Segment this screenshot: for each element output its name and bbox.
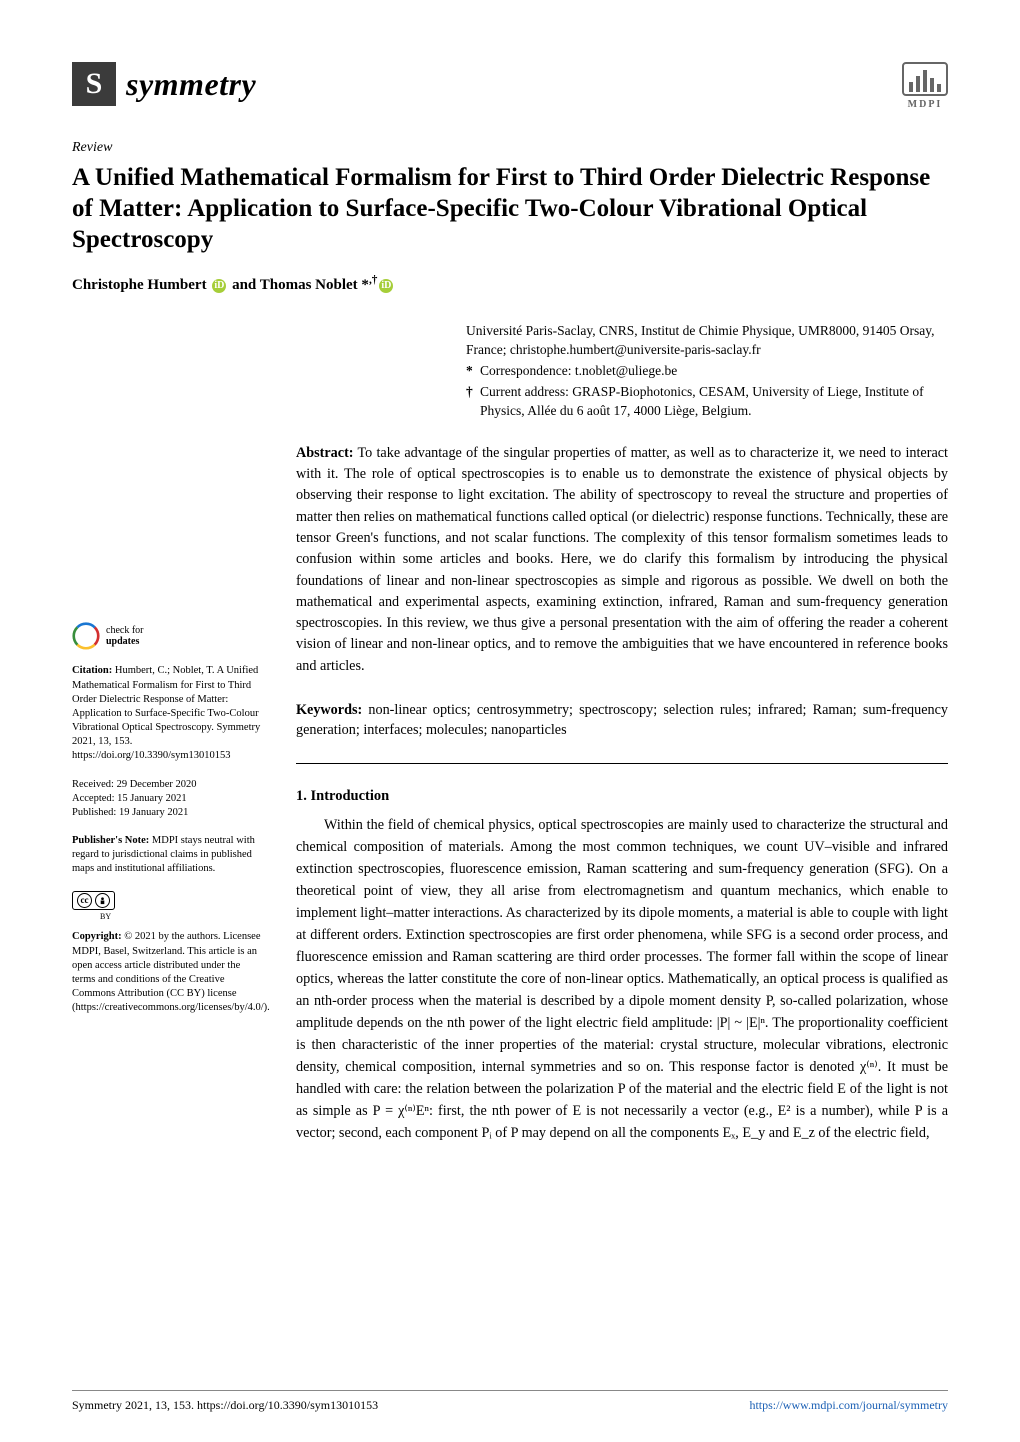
copyright-text: © 2021 by the authors. Licensee MDPI, Ba… — [72, 931, 270, 1013]
publisher-logo: MDPI — [902, 62, 948, 112]
sidebar: check for updates Citation: Humbert, C.;… — [72, 322, 266, 1144]
check-updates-label: check for — [106, 625, 143, 636]
accepted-date: Accepted: 15 January 2021 — [72, 792, 266, 806]
mdpi-bar — [916, 76, 920, 92]
current-address-text: Current address: GRASP-Biophotonics, CES… — [480, 383, 948, 421]
article-title: A Unified Mathematical Formalism for Fir… — [72, 162, 948, 256]
affiliation-block: Université Paris-Saclay, CNRS, Institut … — [296, 322, 948, 420]
copyright-label: Copyright: — [72, 931, 122, 942]
keywords-block: Keywords: non-linear optics; centrosymme… — [296, 701, 948, 741]
citation-block: Citation: Humbert, C.; Noblet, T. A Unif… — [72, 664, 266, 763]
footer-left: Symmetry 2021, 13, 153. https://doi.org/… — [72, 1397, 378, 1414]
abstract-label: Abstract: — [296, 445, 354, 461]
main-column: Université Paris-Saclay, CNRS, Institut … — [296, 322, 948, 1144]
journal-logo-mark: S — [72, 62, 116, 106]
mdpi-bar — [930, 78, 934, 92]
keywords-label: Keywords: — [296, 702, 362, 718]
affiliation-text: Université Paris-Saclay, CNRS, Institut … — [296, 322, 948, 360]
mdpi-bar — [909, 82, 913, 92]
publishers-note-label: Publisher's Note: — [72, 835, 149, 846]
mdpi-logo-mark — [902, 62, 948, 96]
journal-logo: S symmetry — [72, 62, 256, 107]
publishers-note-block: Publisher's Note: MDPI stays neutral wit… — [72, 834, 266, 877]
citation-label: Citation: — [72, 665, 112, 676]
received-date: Received: 29 December 2020 — [72, 778, 266, 792]
published-date: Published: 19 January 2021 — [72, 806, 266, 820]
cc-icon: cc — [77, 893, 92, 908]
abstract-block: Abstract: To take advantage of the singu… — [296, 443, 948, 677]
correspondence-text: Correspondence: t.noblet@uliege.be — [480, 362, 677, 381]
author-list: Christophe Humbert iD and Thomas Noblet … — [72, 273, 948, 296]
intro-paragraph: Within the field of chemical physics, op… — [296, 814, 948, 1144]
mdpi-bar — [923, 70, 927, 92]
orcid-icon: iD — [212, 279, 226, 293]
page-footer: Symmetry 2021, 13, 153. https://doi.org/… — [72, 1390, 948, 1414]
abstract-text: To take advantage of the singular proper… — [296, 445, 948, 674]
mdpi-bar — [937, 84, 941, 92]
copyright-block: Copyright: © 2021 by the authors. Licens… — [72, 930, 266, 1015]
page-header: S symmetry MDPI — [72, 62, 948, 112]
by-label: BY — [72, 912, 266, 923]
publisher-name: MDPI — [908, 98, 943, 112]
citation-text: Humbert, C.; Noblet, T. A Unified Mathem… — [72, 665, 260, 761]
orcid-icon: iD — [379, 279, 393, 293]
footer-right-link[interactable]: https://www.mdpi.com/journal/symmetry — [749, 1397, 948, 1414]
section-heading: 1. Introduction — [296, 786, 948, 806]
keywords-text: non-linear optics; centrosymmetry; spect… — [296, 702, 948, 738]
dates-block: Received: 29 December 2020 Accepted: 15 … — [72, 778, 266, 821]
section-divider — [296, 763, 948, 764]
check-updates-label: updates — [106, 636, 143, 647]
article-type: Review — [72, 138, 948, 158]
current-address-symbol: † — [466, 383, 480, 421]
check-updates-icon — [72, 622, 100, 650]
paragraph-text: Within the field of chemical physics, op… — [296, 814, 948, 1144]
by-icon — [95, 893, 110, 908]
correspondence-symbol: * — [466, 362, 480, 381]
check-for-updates[interactable]: check for updates — [72, 622, 266, 650]
cc-license-badge: cc — [72, 891, 266, 910]
journal-name: symmetry — [126, 62, 256, 107]
